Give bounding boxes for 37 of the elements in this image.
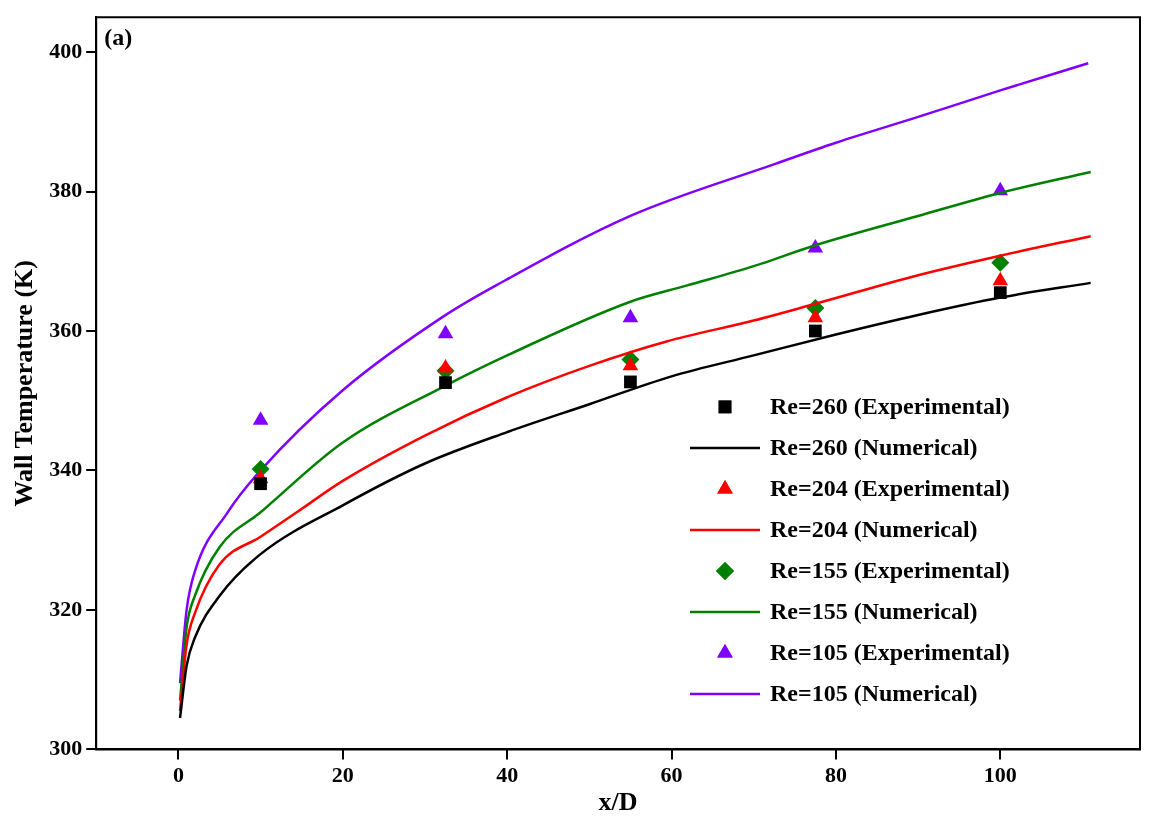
point xyxy=(439,376,452,389)
point xyxy=(624,375,637,389)
point xyxy=(991,253,1010,272)
point xyxy=(252,411,269,425)
y-tick-label: 320 xyxy=(49,595,83,621)
legend-label: Re=260 (Numerical) xyxy=(770,434,978,461)
point xyxy=(437,324,454,339)
annotation: (a) xyxy=(104,24,133,51)
y-tick-label: 400 xyxy=(49,37,83,63)
x-tick-label: 40 xyxy=(496,762,519,788)
point xyxy=(254,477,267,491)
point xyxy=(993,286,1007,300)
legend-label: Re=105 (Numerical) xyxy=(770,680,978,707)
x-tick-label: 80 xyxy=(824,762,847,788)
point xyxy=(437,358,454,373)
y-tick-label: 380 xyxy=(49,177,83,203)
y-axis-title: Wall Temperature (K) xyxy=(9,260,39,507)
y-tick-label: 300 xyxy=(49,735,83,761)
legend-label: Re=204 (Numerical) xyxy=(770,516,978,543)
line-series xyxy=(178,61,1090,685)
x-tick-label: 100 xyxy=(983,762,1017,788)
x-tick-label: 20 xyxy=(331,762,354,788)
point xyxy=(807,308,824,323)
x-axis-title: x/D xyxy=(598,787,638,817)
x-tick-label: 0 xyxy=(172,762,184,788)
x-tick-label: 60 xyxy=(660,762,683,788)
legend-label: Re=260 (Experimental) xyxy=(770,393,1010,420)
point xyxy=(622,356,639,371)
point xyxy=(622,308,639,323)
legend-label: Re=155 (Numerical) xyxy=(770,598,978,625)
y-tick-label: 340 xyxy=(49,456,83,482)
point xyxy=(992,271,1009,286)
legend-label: Re=155 (Experimental) xyxy=(770,557,1010,584)
point xyxy=(808,324,822,338)
legend-label: Re=204 (Experimental) xyxy=(770,475,1010,502)
y-tick-label: 360 xyxy=(49,316,83,342)
legend-label: Re=105 (Experimental) xyxy=(770,639,1010,666)
